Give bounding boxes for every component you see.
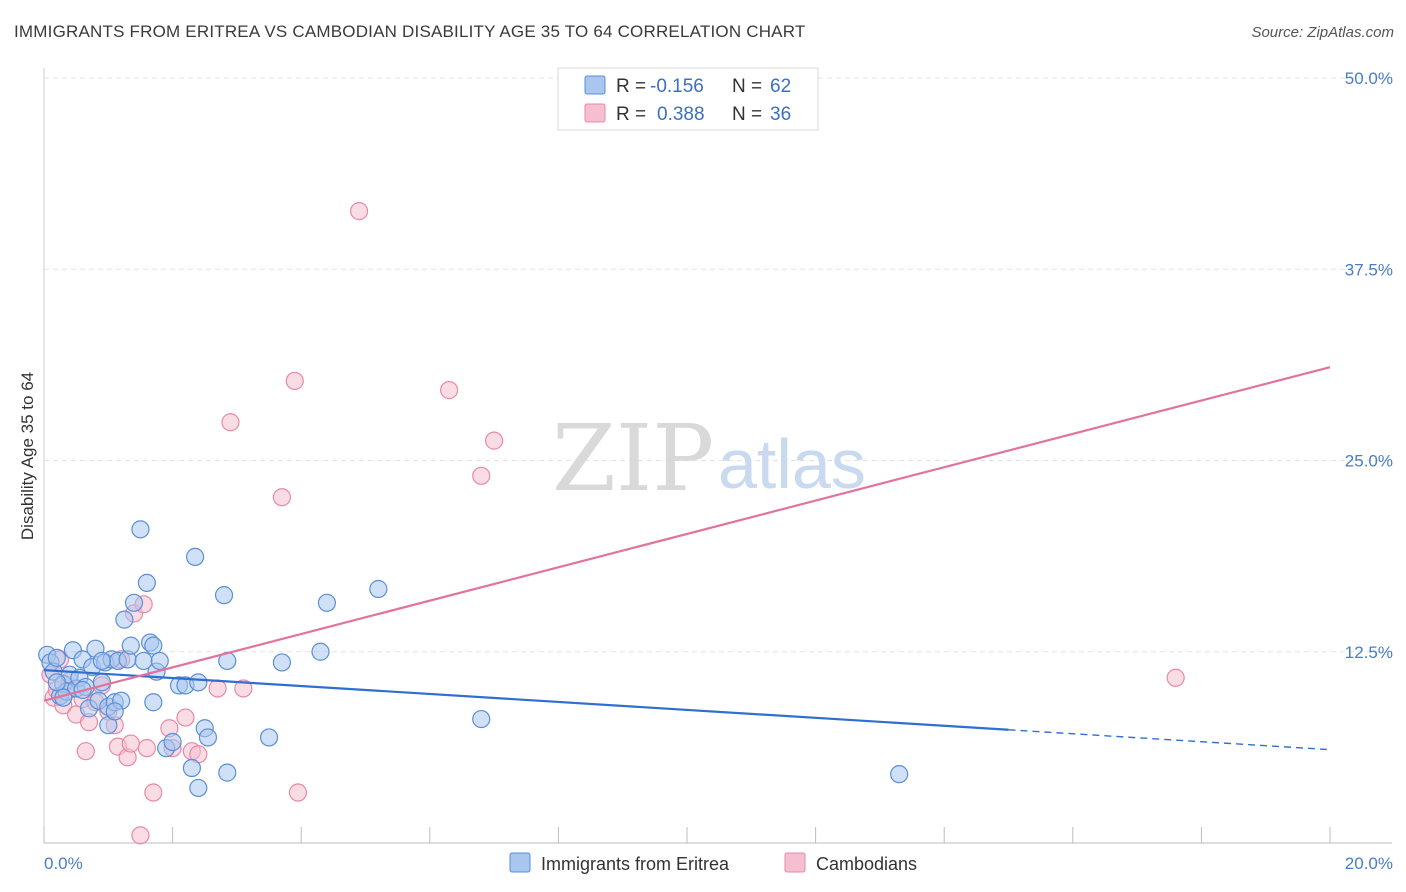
data-point xyxy=(124,593,144,612)
trendline-eritrea-extension xyxy=(1008,729,1331,751)
legend-swatch-pink xyxy=(584,103,606,123)
data-point xyxy=(131,520,150,539)
series-eritrea xyxy=(38,520,909,798)
data-point xyxy=(472,466,491,485)
data-point xyxy=(76,742,95,761)
data-point xyxy=(150,651,169,671)
data-point xyxy=(472,709,491,729)
data-point xyxy=(137,739,156,758)
legend-r-value: 0.388 xyxy=(657,104,705,125)
trendline-eritrea xyxy=(43,669,1009,731)
data-point xyxy=(198,728,218,747)
data-point xyxy=(214,586,234,605)
bottom-legend-swatch-blue xyxy=(509,852,531,873)
y-tick-label: 12.5% xyxy=(1345,643,1393,662)
bottom-legend-label-cambodians: Cambodians xyxy=(816,854,917,874)
gridlines xyxy=(44,77,1392,653)
data-point xyxy=(121,636,140,655)
y-tick-labels: 12.5% 25.0% 37.5% 50.0% xyxy=(1345,69,1393,662)
x-tick-label: 0.0% xyxy=(44,854,83,873)
legend-n-value: 62 xyxy=(770,76,791,97)
watermark-zip: ZIP xyxy=(552,405,714,512)
legend-n-label: N = xyxy=(732,104,762,125)
data-point xyxy=(176,708,195,727)
data-point xyxy=(137,573,156,593)
axes xyxy=(43,68,1392,844)
data-point xyxy=(272,653,292,672)
data-point xyxy=(1166,668,1185,687)
data-point xyxy=(288,783,308,802)
data-point xyxy=(890,765,909,784)
data-point xyxy=(189,778,208,798)
legend-swatch-blue xyxy=(584,75,606,95)
data-point xyxy=(189,673,208,692)
bottom-legend: Immigrants from Eritrea Cambodians xyxy=(509,852,917,874)
watermark: ZIP atlas xyxy=(552,405,866,512)
source-label: Source: ZipAtlas.com xyxy=(1251,24,1394,41)
data-point xyxy=(47,648,66,667)
x-tick-label: 20.0% xyxy=(1345,854,1393,873)
data-point xyxy=(218,763,237,782)
data-point xyxy=(485,431,504,450)
data-point xyxy=(144,636,163,655)
data-point xyxy=(285,371,304,391)
data-point xyxy=(47,673,66,692)
data-point xyxy=(182,758,201,778)
trendlines xyxy=(43,366,1331,751)
data-point xyxy=(234,679,253,698)
chart-title: IMMIGRANTS FROM ERITREA VS CAMBODIAN DIS… xyxy=(14,22,806,41)
data-point xyxy=(105,702,124,721)
data-point xyxy=(349,202,369,221)
data-point xyxy=(439,381,459,400)
legend-n-label: N = xyxy=(732,76,762,97)
x-tick-labels: 0.0% 20.0% xyxy=(44,854,1393,873)
watermark-atlas: atlas xyxy=(718,425,866,503)
data-point xyxy=(221,413,240,432)
y-tick-label: 50.0% xyxy=(1345,69,1393,88)
bottom-legend-swatch-pink xyxy=(784,852,806,873)
data-point xyxy=(311,642,330,661)
data-point xyxy=(208,679,227,698)
data-point xyxy=(369,579,388,599)
bottom-legend-label-eritrea: Immigrants from Eritrea xyxy=(541,854,730,874)
data-point xyxy=(259,728,279,747)
legend-r-value: -0.156 xyxy=(650,76,704,97)
data-point xyxy=(131,826,150,845)
data-point xyxy=(317,593,337,612)
data-point xyxy=(144,783,163,802)
data-point xyxy=(186,547,205,566)
data-point xyxy=(272,488,292,507)
y-tick-label: 37.5% xyxy=(1345,260,1393,279)
data-point xyxy=(144,693,163,712)
y-tick-label: 25.0% xyxy=(1345,452,1393,471)
data-point xyxy=(163,732,182,752)
legend-n-value: 36 xyxy=(770,104,791,125)
trendline-cambodians xyxy=(43,366,1331,702)
top-legend: R = -0.156 N = 62 R = 0.388 N = 36 xyxy=(557,67,819,131)
y-axis-label: Disability Age 35 to 64 xyxy=(18,372,37,540)
data-point xyxy=(115,610,134,629)
data-point xyxy=(92,651,111,671)
data-point xyxy=(121,734,140,753)
legend-r-label: R = xyxy=(616,104,646,125)
legend-r-label: R = xyxy=(616,76,646,97)
series-cambodians xyxy=(41,202,1185,845)
